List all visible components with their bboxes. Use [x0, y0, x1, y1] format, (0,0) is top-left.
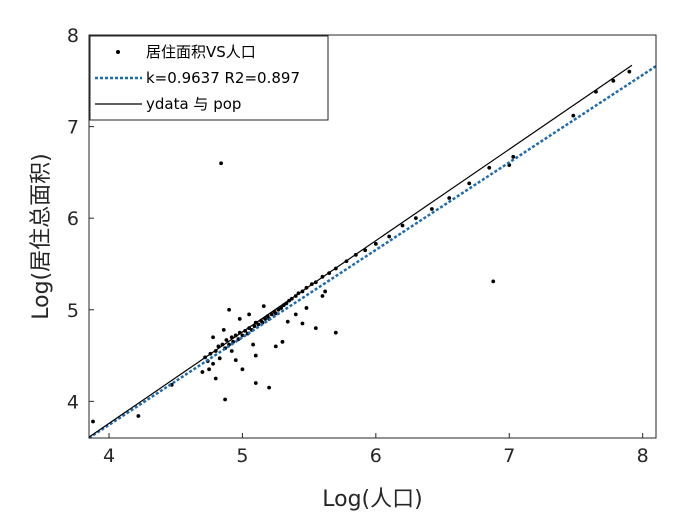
data-point-36 — [279, 306, 284, 310]
y-axis-label: Log(居住总面积) — [29, 153, 54, 319]
x-tick-label-3: 7 — [503, 445, 515, 467]
legend-marker-points — [116, 50, 120, 54]
data-point-70 — [253, 381, 258, 385]
y-tick-label-2: 6 — [67, 208, 79, 230]
data-point-35 — [276, 307, 281, 312]
x-axis-label: Log(人口) — [322, 487, 422, 512]
x-tick-label-4: 8 — [637, 445, 649, 467]
data-point-62 — [511, 154, 516, 159]
data-point-6 — [211, 361, 215, 366]
data-point-58 — [447, 196, 452, 200]
data-point-95 — [200, 370, 205, 374]
data-point-75 — [240, 367, 245, 372]
data-point-0 — [91, 419, 95, 424]
fit-line — [88, 65, 657, 440]
plot-area-frame — [88, 34, 657, 439]
x-tick-label-1: 5 — [236, 445, 248, 467]
data-point-65 — [611, 78, 616, 83]
data-point-77 — [280, 339, 285, 344]
data-point-63 — [571, 113, 576, 118]
data-point-55 — [400, 223, 405, 228]
y-tick-label-1: 5 — [67, 300, 79, 322]
data-point-1 — [136, 414, 141, 418]
data-point-19 — [240, 333, 245, 338]
data-point-29 — [263, 317, 268, 321]
data-point-54 — [387, 234, 392, 239]
axis-ticks: 4 5 6 7 8 4 5 6 7 8 — [67, 25, 649, 467]
data-point-59 — [467, 181, 472, 186]
x-tick-label-2: 6 — [370, 445, 382, 467]
data-point-67 — [219, 161, 223, 166]
data-point-60 — [487, 165, 492, 170]
data-point-88 — [261, 304, 266, 309]
data-point-94 — [247, 312, 251, 317]
data-point-73 — [333, 330, 338, 335]
data-point-26 — [256, 322, 261, 327]
data-point-82 — [207, 367, 211, 372]
data-point-74 — [233, 358, 238, 363]
data-point-68 — [491, 279, 496, 284]
data-point-66 — [627, 69, 632, 74]
legend-entry-fit: k=0.9637 R2=0.897 — [146, 69, 300, 87]
data-point-93 — [229, 349, 234, 353]
data-point-57 — [429, 207, 434, 211]
data-point-76 — [213, 376, 218, 381]
data-point-71 — [267, 385, 272, 390]
data-point-81 — [253, 353, 258, 358]
y-tick-label-4: 8 — [67, 25, 79, 47]
data-point-72 — [300, 321, 305, 326]
data-point-78 — [313, 326, 318, 330]
data-point-79 — [227, 307, 231, 312]
legend-entry-line: ydata 与 pop — [146, 95, 241, 113]
y-tick-label-0: 4 — [67, 391, 79, 413]
data-point-34 — [273, 311, 278, 316]
data-point-90 — [221, 328, 226, 332]
data-point-92 — [323, 289, 328, 294]
y-tick-label-3: 7 — [67, 117, 79, 139]
data-point-9 — [217, 356, 222, 361]
data-point-32 — [269, 312, 274, 317]
data-point-69 — [223, 397, 227, 402]
legend-box — [89, 35, 329, 121]
data-point-89 — [285, 319, 290, 324]
scatter-points — [91, 69, 632, 424]
data-point-84 — [293, 312, 298, 317]
reference-line — [88, 64, 633, 438]
data-point-91 — [304, 306, 309, 310]
series-lines — [88, 64, 657, 440]
legend: 居住面积VS人口 k=0.9637 R2=0.897 ydata 与 pop — [89, 35, 329, 121]
legend-entry-points: 居住面积VS人口 — [146, 43, 256, 61]
data-point-56 — [413, 216, 418, 221]
data-point-85 — [211, 335, 215, 340]
data-point-87 — [251, 342, 255, 347]
data-point-86 — [237, 317, 242, 321]
data-point-80 — [320, 294, 325, 298]
data-point-53 — [373, 241, 378, 246]
data-point-24 — [252, 324, 257, 329]
data-point-12 — [224, 338, 229, 342]
data-point-83 — [273, 344, 278, 349]
x-tick-label-0: 4 — [103, 445, 115, 467]
